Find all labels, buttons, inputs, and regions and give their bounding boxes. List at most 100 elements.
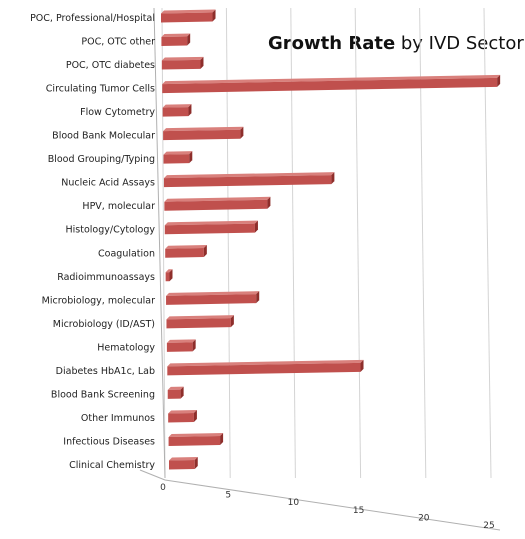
category-label: Clinical Chemistry — [69, 460, 155, 471]
bar-end-face — [194, 457, 198, 470]
bar — [163, 172, 335, 188]
bar — [163, 151, 193, 164]
bar-top-face — [166, 291, 260, 296]
bar-front-face — [168, 412, 194, 423]
category-label: Flow Cytometry — [80, 107, 155, 118]
bar-front-face — [166, 318, 231, 329]
bar-top-face — [161, 33, 191, 38]
category-label: Blood Grouping/Typing — [48, 154, 155, 165]
bar-top-face — [164, 196, 271, 202]
bar — [167, 386, 184, 399]
bar — [166, 339, 196, 352]
bar-end-face — [230, 315, 234, 328]
bar-end-face — [187, 33, 191, 46]
bar-end-face — [200, 56, 204, 69]
bar-top-face — [168, 433, 224, 437]
category-label: Diabetes HbA1c, Lab — [56, 366, 155, 377]
bar-end-face — [212, 9, 216, 22]
bar-top-face — [166, 339, 196, 343]
bar-front-face — [169, 460, 195, 470]
bar — [164, 196, 271, 211]
bar-top-face — [163, 172, 335, 179]
bar-top-face — [165, 245, 207, 249]
chart-title: Growth Rate by IVD Sector — [268, 33, 524, 54]
bar-front-face — [168, 436, 221, 446]
x-tick-label: 25 — [483, 521, 494, 531]
bar-front-face — [166, 342, 193, 352]
category-label: Radioimmunoassays — [57, 272, 155, 283]
category-label: Hematology — [97, 342, 155, 353]
bar-top-face — [167, 386, 184, 390]
category-label: Histology/Cytology — [66, 225, 156, 236]
bar-top-face — [167, 359, 364, 367]
bar — [165, 245, 207, 258]
category-label: HPV, molecular — [82, 201, 155, 212]
bar — [167, 359, 364, 376]
bar-front-face — [163, 154, 190, 164]
category-label: Blood Bank Molecular — [52, 131, 155, 142]
bar-top-face — [164, 220, 258, 226]
bar-front-face — [165, 248, 204, 258]
category-label: Other Immunos — [81, 413, 155, 424]
bar-end-face — [254, 220, 258, 233]
category-label: Nucleic Acid Assays — [61, 178, 155, 189]
bar — [166, 315, 234, 329]
bar-top-face — [161, 56, 204, 61]
bar-front-face — [164, 223, 255, 235]
x-tick-label: 10 — [288, 498, 300, 508]
bar-end-face — [193, 409, 197, 422]
bar — [168, 433, 224, 446]
bar — [162, 104, 192, 117]
bar — [165, 269, 173, 282]
x-tick-label: 5 — [225, 491, 231, 501]
y-axis-line — [153, 7, 166, 479]
bar-end-face — [360, 359, 364, 372]
category-label: Microbiology, molecular — [42, 295, 155, 306]
category-label: POC, OTC diabetes — [66, 60, 155, 71]
x-tick-label: 15 — [353, 506, 364, 516]
bar-end-face — [220, 433, 224, 446]
bar-front-face — [161, 36, 188, 47]
category-label: POC, Professional/Hospital — [30, 13, 155, 24]
bar-end-face — [240, 126, 244, 139]
bar-end-face — [180, 386, 184, 399]
bar-front-face — [162, 77, 498, 94]
bar-top-face — [162, 104, 192, 108]
bar-top-face — [166, 315, 234, 320]
category-label: POC, OTC other — [81, 37, 155, 48]
bar-end-face — [331, 172, 335, 185]
bar-end-face — [203, 245, 207, 258]
bar-front-face — [165, 272, 170, 282]
bar — [162, 74, 501, 94]
floor-edge — [164, 479, 501, 531]
bar-end-face — [169, 269, 173, 282]
bar-top-face — [163, 151, 193, 155]
bar-front-face — [161, 59, 201, 70]
bar-top-face — [169, 457, 198, 461]
bar-end-face — [188, 104, 192, 117]
category-label: Microbiology (ID/AST) — [53, 319, 155, 330]
bar-top-face — [162, 74, 501, 85]
bar-front-face — [163, 175, 332, 188]
bar-front-face — [163, 129, 241, 141]
bar — [166, 291, 260, 305]
bar-end-face — [497, 74, 501, 87]
category-label: Coagulation — [98, 248, 155, 259]
x-tick-label: 20 — [418, 513, 430, 523]
bar — [169, 457, 198, 470]
bar — [163, 126, 244, 141]
bar — [161, 33, 191, 47]
bar-front-face — [164, 199, 268, 211]
bar-end-face — [189, 151, 193, 164]
bar-top-face — [168, 409, 197, 414]
bar-top-face — [161, 9, 216, 14]
bar-front-face — [161, 12, 213, 23]
bar-front-face — [162, 107, 189, 117]
category-label: Circulating Tumor Cells — [46, 84, 155, 95]
bar-front-face — [167, 389, 181, 399]
chart-title-rest: by IVD Sector — [395, 33, 524, 54]
bar-front-face — [167, 362, 361, 376]
gridline — [290, 7, 296, 479]
